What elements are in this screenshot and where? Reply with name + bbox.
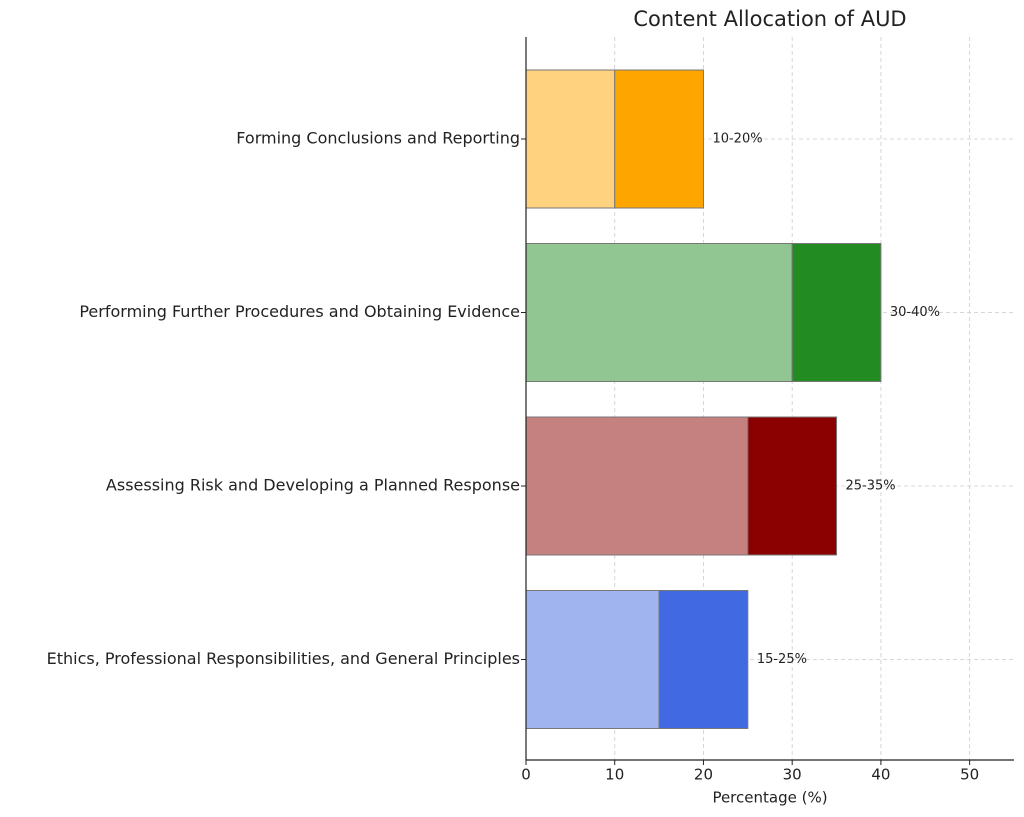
y-tick-label: Assessing Risk and Developing a Planned … [106,476,520,495]
bar-base [525,590,660,729]
x-tick-label: 10 [605,766,624,784]
bar-base [525,69,616,209]
bar-range [791,243,882,382]
value-label: 10-20% [712,132,762,147]
bar-base [525,243,793,382]
bar-range [614,69,704,209]
x-tick-label: 50 [960,766,979,784]
x-axis-label: Percentage (%) [712,789,827,807]
y-tick-label: Ethics, Professional Responsibilities, a… [47,649,520,668]
chart-title: Content Allocation of AUD [633,7,906,31]
value-label: 30-40% [890,305,940,320]
y-tick-label: Forming Conclusions and Reporting [236,129,520,148]
value-label: 25-35% [846,479,896,494]
bar-range [658,590,749,729]
x-tick-label: 40 [871,766,890,784]
x-tick-label: 0 [521,766,531,784]
x-tick-label: 20 [694,766,713,784]
bar-range [747,416,838,556]
value-label: 15-25% [757,652,807,667]
y-tick-label: Performing Further Procedures and Obtain… [79,302,520,321]
x-tick-label: 30 [783,766,802,784]
bar-base [525,416,749,556]
